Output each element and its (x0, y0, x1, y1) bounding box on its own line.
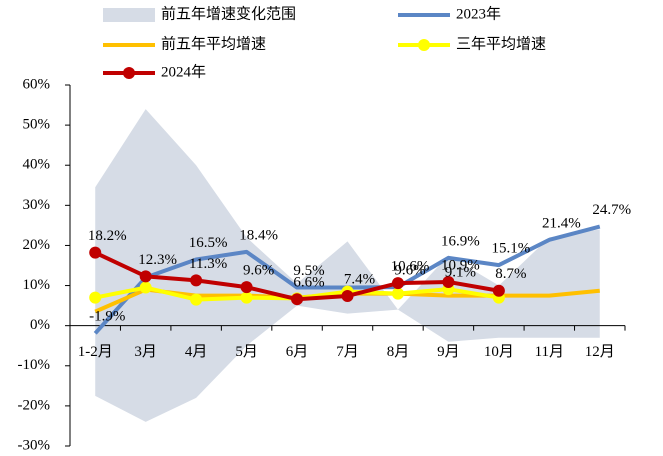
x-tick-label: 8月 (387, 344, 410, 360)
data-label: -1.9% (89, 309, 125, 325)
data-label: 21.4% (542, 215, 581, 231)
y-tick-label: 40% (23, 157, 51, 173)
series-marker (391, 277, 404, 290)
x-tick-label: 12月 (585, 344, 615, 360)
data-label: 12.3% (138, 252, 177, 268)
data-label: 18.2% (88, 228, 127, 244)
series-marker (341, 289, 354, 302)
y-tick-label: 10% (23, 277, 51, 293)
data-label: 9.1% (445, 265, 476, 281)
series-marker (391, 287, 404, 300)
data-label: 7.4% (344, 271, 375, 287)
series-marker (139, 281, 152, 294)
data-label: 9.6% (394, 263, 425, 279)
data-label: 8.7% (495, 266, 526, 282)
x-tick-label: 10月 (484, 344, 514, 360)
x-tick-label: 1-2月 (78, 344, 113, 360)
series-marker (442, 275, 455, 288)
x-tick-label: 11月 (535, 344, 564, 360)
y-tick-label: 30% (23, 197, 51, 213)
series-marker (139, 270, 152, 283)
legend-label: 2024年 (161, 63, 206, 80)
y-tick-label: 60% (23, 76, 51, 92)
series-marker (240, 281, 253, 294)
y-tick-label: 0% (30, 317, 50, 333)
x-tick-label: 9月 (437, 344, 460, 360)
y-tick-label: 20% (23, 237, 51, 253)
data-label: 18.4% (239, 227, 278, 243)
x-tick-label: 5月 (235, 344, 258, 360)
legend-marker (123, 67, 135, 79)
data-label: 10.9% (441, 257, 480, 273)
series-marker (190, 274, 203, 287)
data-label: 16.5% (189, 235, 228, 251)
legend-swatch (103, 8, 155, 22)
series-marker (89, 291, 102, 304)
series-marker (492, 284, 505, 297)
data-label: 11.3% (189, 256, 227, 272)
y-tick-label: -10% (18, 357, 51, 373)
legend-label: 前五年增速变化范围 (161, 5, 296, 22)
legend-label: 三年平均增速 (456, 35, 546, 52)
x-tick-label: 7月 (336, 344, 359, 360)
x-tick-label: 6月 (286, 344, 309, 360)
data-label: 16.9% (441, 233, 480, 249)
data-label: 6.6% (293, 275, 324, 291)
data-label: 9.5% (293, 263, 324, 279)
y-tick-label: -20% (18, 397, 51, 413)
x-tick-label: 4月 (185, 344, 208, 360)
series-marker (240, 291, 253, 304)
data-label: 9.6% (243, 263, 274, 279)
x-tick-label: 3月 (134, 344, 157, 360)
range-band (95, 109, 600, 422)
y-tick-label: -30% (18, 437, 51, 453)
series-marker (89, 246, 102, 259)
data-label: 10.6% (391, 259, 430, 275)
series-marker (291, 293, 304, 306)
series-marker (190, 293, 203, 306)
data-label: 24.7% (592, 202, 631, 218)
data-label: 15.1% (491, 241, 530, 257)
legend-label: 前五年平均增速 (161, 35, 266, 52)
y-tick-label: 50% (23, 117, 51, 133)
legend-label: 2023年 (456, 5, 501, 22)
legend-marker (418, 39, 430, 51)
